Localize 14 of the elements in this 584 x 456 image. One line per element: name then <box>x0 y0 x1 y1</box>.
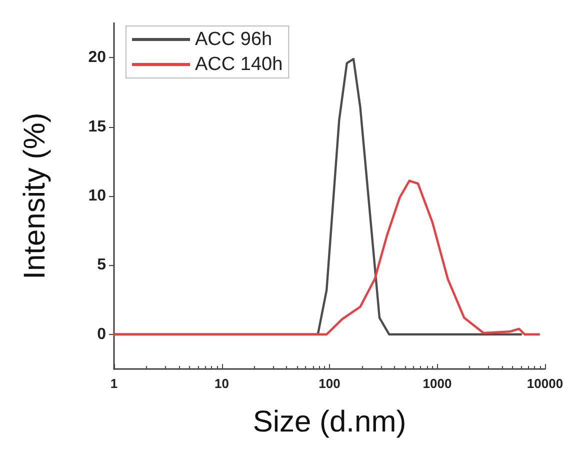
legend-label: ACC 96h <box>195 29 272 50</box>
x-axis-title: Size (d.nm) <box>252 406 406 438</box>
y-tick-label: 20 <box>88 49 106 66</box>
y-axis-title: Intensity (%) <box>18 112 52 280</box>
x-tick-label: 10 <box>214 376 229 391</box>
x-tick-label: 100 <box>318 376 340 391</box>
legend-label: ACC 140h <box>195 54 283 75</box>
x-tick-label: 10000 <box>526 376 564 391</box>
x-tick-label: 1 <box>110 376 118 391</box>
y-tick-label: 10 <box>88 188 106 204</box>
y-tick-label: 15 <box>88 118 106 136</box>
y-tick-label: 5 <box>97 256 106 274</box>
y-tick-label: 0 <box>97 326 106 343</box>
x-tick-label: 1000 <box>422 376 452 391</box>
